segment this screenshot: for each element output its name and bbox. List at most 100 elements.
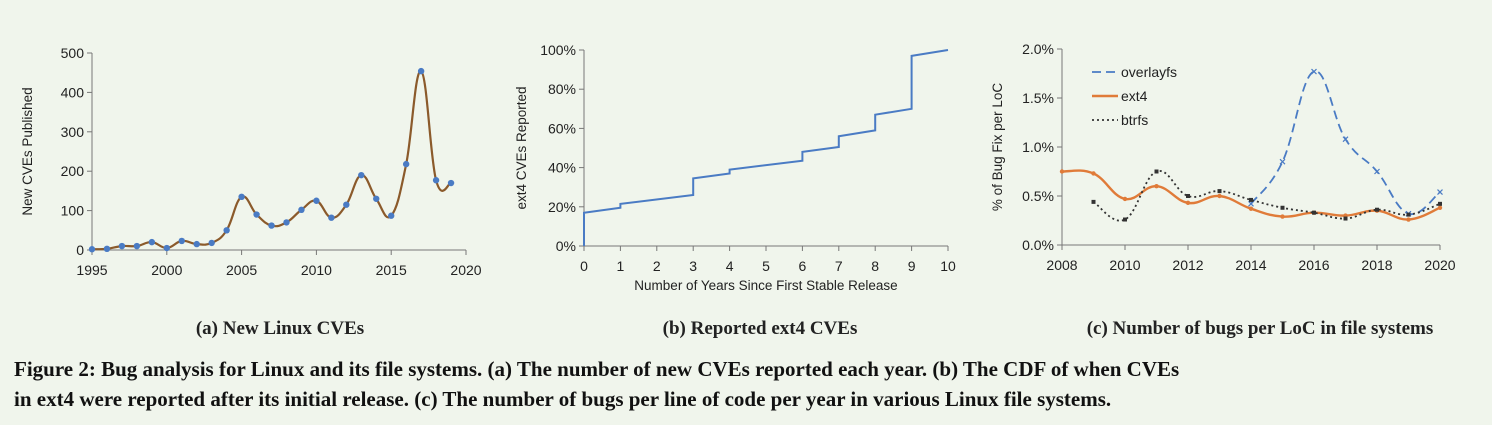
caption-line-1: Figure 2: Bug analysis for Linux and its… — [14, 357, 1180, 381]
y-tick-label: 100 — [61, 203, 85, 219]
series-line-btrfs — [1092, 170, 1441, 222]
data-point — [283, 219, 290, 226]
chart-b: 0% 20% 40% 60% 80% 100% 0 1 2 3 4 5 6 7 8 9 10 ext4 CVEs … — [514, 42, 956, 293]
x-tick-label: 2012 — [1172, 257, 1203, 273]
data-point-ext4 — [1406, 217, 1411, 222]
data-point-overlayfs — [1311, 68, 1317, 75]
y-tick-label: 2.0% — [1022, 41, 1054, 57]
data-point-ext4 — [1154, 184, 1159, 189]
data-point — [313, 197, 320, 204]
caption-line-2: in ext4 were reported after its initial … — [14, 387, 1112, 411]
x-tick-label: 2018 — [1361, 257, 1392, 273]
data-point — [253, 211, 260, 218]
x-tick-label: 2000 — [151, 262, 182, 278]
x-tick-label: 1 — [617, 258, 625, 274]
x-tick-label: 4 — [726, 258, 734, 274]
data-point-btrfs — [1091, 199, 1096, 204]
subcaption-c: (c) Number of bugs per LoC in file syste… — [1086, 318, 1434, 339]
y-tick-label: 0.5% — [1022, 188, 1054, 204]
series-line-overlayfs — [1250, 70, 1441, 215]
data-point — [447, 179, 455, 187]
data-point-overlayfs — [1374, 168, 1380, 175]
x-tick-label: 1995 — [76, 262, 107, 278]
y-tick-label: 100% — [540, 42, 576, 58]
legend-label-btrfs: btrfs — [1121, 112, 1148, 128]
data-point — [432, 177, 440, 184]
x-tick-label: 5 — [762, 258, 770, 274]
data-point-overlayfs — [1342, 136, 1349, 143]
data-point — [208, 239, 215, 247]
data-point — [343, 201, 350, 208]
chart-a: 0 100 200 300 400 500 1995 2000 2005 2010 2015 2020… — [20, 45, 482, 278]
data-point-overlayfs — [1248, 200, 1254, 207]
y-tick-label: 0% — [556, 238, 576, 254]
data-point-btrfs — [1249, 197, 1253, 202]
x-tick-label: 2010 — [301, 262, 332, 278]
data-point-ext4 — [1217, 193, 1222, 199]
data-point — [328, 214, 335, 221]
y-tick-label: 400 — [61, 84, 85, 100]
x-tick-label: 2020 — [1424, 257, 1455, 273]
x-tick-label: 2008 — [1046, 257, 1077, 273]
y-tick-label: 300 — [61, 124, 85, 140]
data-point — [388, 212, 395, 219]
data-point-ext4 — [1248, 206, 1254, 211]
data-point-ext4 — [1437, 205, 1443, 210]
chart-c: 0.0% 0.5% 1.0% 1.5% 2.0% 2008 2010 2012 2014 2016… — [990, 41, 1456, 273]
data-point — [148, 238, 156, 246]
data-point — [373, 195, 380, 202]
y-axis-label: ext4 CVEs Reported — [514, 86, 529, 209]
series-line-ext4 — [1061, 169, 1441, 221]
data-point-btrfs — [1280, 205, 1285, 210]
data-point — [178, 237, 185, 245]
subcaption-a: (a) New Linux CVEs — [195, 318, 365, 339]
x-tick-label: 2 — [653, 258, 661, 274]
x-tick-label: 10 — [940, 258, 956, 274]
data-point-btrfs — [1217, 189, 1222, 194]
y-tick-label: 60% — [548, 120, 576, 136]
data-point-btrfs — [1312, 210, 1316, 215]
x-axis-label: Number of Years Since First Stable Relea… — [634, 278, 897, 293]
y-tick-label: 0.0% — [1022, 237, 1054, 253]
subcaption-b: (b) Reported ext4 CVEs — [662, 318, 858, 339]
x-tick-label: 2016 — [1298, 257, 1329, 273]
data-point — [417, 67, 425, 75]
y-tick-label: 20% — [548, 199, 576, 215]
x-tick-label: 2010 — [1109, 257, 1140, 273]
x-tick-label: 0 — [580, 258, 588, 274]
data-point-btrfs — [1343, 216, 1348, 221]
y-tick-label: 1.0% — [1022, 139, 1054, 155]
data-point-btrfs — [1154, 169, 1159, 174]
y-axis-label: % of Bug Fix per LoC — [990, 83, 1005, 212]
figure-caption: Figure 2: Bug analysis for Linux and its… — [14, 354, 1484, 414]
data-point — [402, 160, 410, 168]
data-point-ext4 — [1091, 171, 1096, 176]
data-point — [238, 193, 245, 201]
data-point — [268, 222, 275, 229]
x-tick-label: 6 — [799, 258, 807, 274]
x-tick-label: 2015 — [376, 262, 407, 278]
legend-label-ext4: ext4 — [1121, 88, 1148, 104]
x-tick-label: 7 — [835, 258, 843, 274]
data-point-btrfs — [1186, 194, 1190, 198]
x-tick-label: 8 — [871, 258, 879, 274]
data-point-overlayfs — [1279, 158, 1286, 165]
data-point — [163, 244, 170, 252]
x-tick-label: 2020 — [450, 262, 481, 278]
data-point-btrfs — [1123, 217, 1127, 222]
x-tick-label: 2005 — [226, 262, 257, 278]
data-point — [88, 246, 96, 253]
data-point — [103, 245, 111, 253]
y-tick-label: 200 — [61, 163, 85, 179]
y-tick-label: 0 — [76, 242, 84, 258]
x-tick-label: 3 — [689, 258, 697, 274]
data-point — [193, 240, 200, 248]
data-point-ext4 — [1122, 196, 1128, 202]
data-point-overlayfs — [1437, 189, 1443, 196]
data-point — [298, 206, 305, 214]
y-tick-label: 40% — [548, 160, 576, 176]
data-point — [133, 242, 141, 250]
y-tick-label: 1.5% — [1022, 90, 1054, 106]
data-point-ext4 — [1280, 214, 1285, 219]
